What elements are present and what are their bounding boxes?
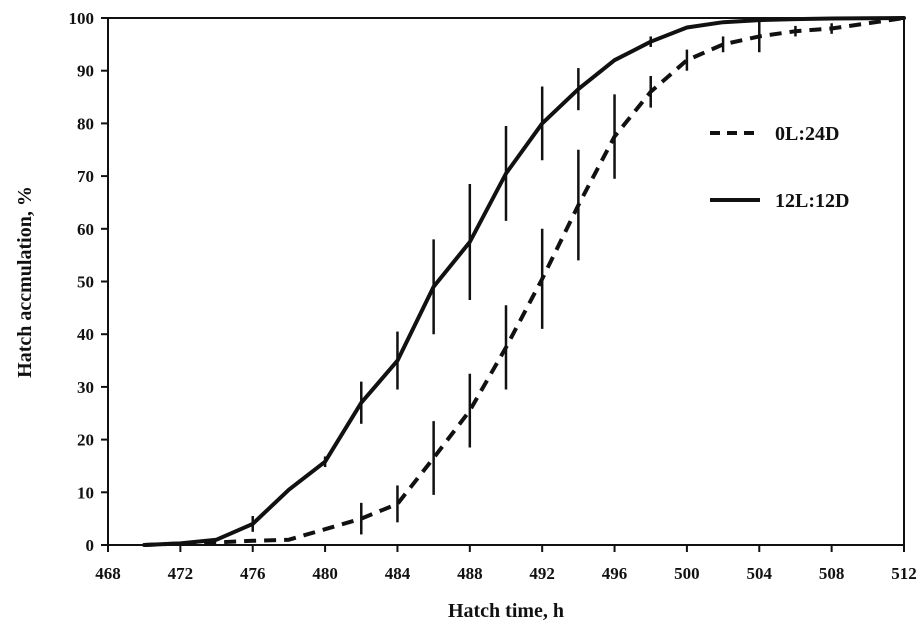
series-0L-24D xyxy=(144,16,905,547)
series-line-12L-12D xyxy=(142,16,906,547)
y-axis-title: Hatch accmulation, % xyxy=(14,186,36,378)
x-tick-label: 496 xyxy=(602,564,628,583)
y-tick-label: 90 xyxy=(77,62,94,81)
y-tick-label: 70 xyxy=(77,167,94,186)
y-tick-label: 20 xyxy=(77,431,94,450)
y-tick-label: 0 xyxy=(86,536,95,555)
x-tick-label: 512 xyxy=(891,564,917,583)
legend: 0L:24D 12L:12D xyxy=(710,123,849,212)
x-tick-label: 504 xyxy=(747,564,773,583)
x-axis: 468 472 476 480 484 488 492 496 500 504 508 512 xyxy=(95,545,917,583)
y-tick-label: 40 xyxy=(77,325,94,344)
x-tick-label: 488 xyxy=(457,564,483,583)
x-tick-label: 468 xyxy=(95,564,121,583)
y-tick-label: 80 xyxy=(77,114,94,133)
y-tick-label: 60 xyxy=(77,220,94,239)
x-tick-label: 480 xyxy=(312,564,338,583)
series-layer xyxy=(142,16,906,547)
x-tick-label: 484 xyxy=(385,564,411,583)
y-tick-label: 50 xyxy=(77,273,94,292)
x-tick-label: 476 xyxy=(240,564,266,583)
x-tick-label: 500 xyxy=(674,564,700,583)
x-tick-label: 472 xyxy=(168,564,194,583)
series-12L-12D xyxy=(142,16,906,547)
legend-label-0L-24D: 0L:24D xyxy=(775,123,839,145)
y-tick-label: 10 xyxy=(77,483,94,502)
x-axis-title: Hatch time, h xyxy=(448,600,564,622)
x-tick-label: 508 xyxy=(819,564,845,583)
y-tick-label: 100 xyxy=(69,9,95,28)
plot-frame xyxy=(107,17,905,546)
y-tick-label: 30 xyxy=(77,378,94,397)
legend-label-12L-12D: 12L:12D xyxy=(775,190,849,212)
series-line-0L-24D xyxy=(144,16,905,547)
x-tick-label: 492 xyxy=(529,564,555,583)
y-axis: 0 10 20 30 40 50 60 70 80 90 100 xyxy=(69,9,108,555)
